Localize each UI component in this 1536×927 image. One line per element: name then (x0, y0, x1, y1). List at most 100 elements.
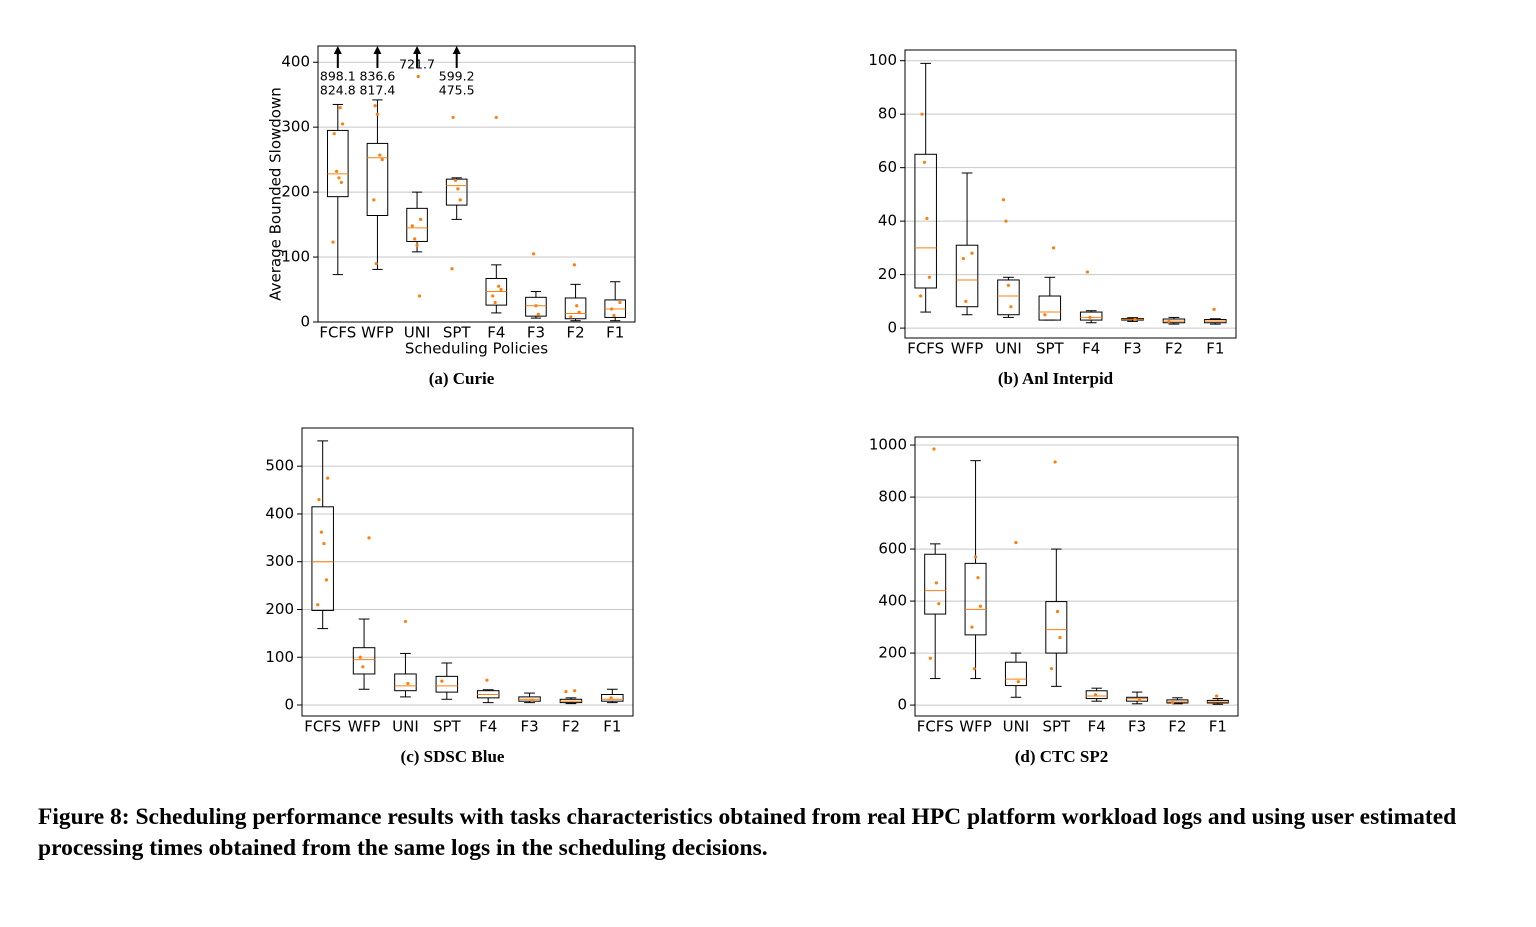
data-point (417, 294, 422, 298)
data-point (494, 115, 498, 120)
subfigure-caption: (a) Curie (429, 369, 495, 388)
x-tick-label: WFP (951, 340, 984, 358)
x-tick-label: F1 (1206, 340, 1224, 358)
data-point (973, 555, 978, 559)
y-tick-label: 400 (878, 592, 907, 610)
box (997, 279, 1020, 316)
data-point (1133, 317, 1137, 322)
data-point (403, 619, 408, 624)
box (1045, 601, 1068, 654)
x-tick-label: F1 (603, 718, 621, 736)
data-point (324, 578, 329, 582)
data-point (326, 476, 330, 480)
data-point (406, 681, 410, 686)
data-point (493, 300, 497, 305)
data-point (1215, 694, 1219, 698)
x-tick-label: FCFS (319, 324, 356, 342)
data-point (964, 299, 968, 303)
data-point (1088, 315, 1092, 320)
data-point (373, 104, 377, 108)
data-point (450, 267, 454, 271)
data-point (961, 256, 965, 261)
data-point (339, 180, 343, 184)
offscale-label: 836.6 (360, 69, 396, 84)
y-tick-label: 100 (281, 248, 310, 266)
x-tick-label: F4 (487, 324, 505, 342)
box (352, 647, 376, 675)
offscale-label: 599.2 (439, 69, 475, 84)
data-point (1093, 693, 1098, 697)
box (366, 142, 389, 216)
data-point (1085, 270, 1090, 274)
data-point (612, 313, 616, 318)
x-tick-label: F3 (1123, 340, 1141, 358)
data-point (485, 678, 489, 682)
box (445, 178, 468, 206)
data-point (937, 602, 941, 606)
box (1085, 690, 1108, 700)
x-tick-label: WFP (959, 718, 992, 736)
y-tick-label: 800 (878, 488, 907, 506)
plot-frame (914, 436, 1239, 717)
x-tick-label: FCFS (917, 718, 954, 736)
box (914, 153, 937, 289)
data-point (453, 178, 458, 183)
data-point (331, 240, 335, 244)
data-point (1137, 698, 1142, 702)
data-point (372, 198, 376, 202)
subfigure-caption: (c) SDSC Blue (401, 747, 505, 766)
offscale-label: 817.4 (360, 83, 396, 98)
x-tick-label: SPT (1036, 340, 1065, 358)
data-point (609, 696, 613, 700)
offscale-arrowhead (452, 46, 461, 54)
data-point (358, 655, 362, 659)
x-tick-label: F2 (1168, 718, 1186, 736)
data-point (922, 160, 927, 164)
x-tick-label: FCFS (304, 718, 341, 736)
subfigure-caption: (b) Anl Interpid (998, 369, 1114, 388)
data-point (564, 690, 568, 694)
data-point (1043, 313, 1047, 317)
data-point (380, 158, 384, 162)
data-point (497, 284, 501, 288)
data-point (618, 300, 622, 305)
box (1038, 295, 1062, 321)
data-point (1009, 305, 1013, 309)
plot-frame (904, 49, 1237, 339)
data-point (415, 243, 419, 247)
figure-caption: Figure 8: Scheduling performance results… (38, 804, 1457, 861)
data-point (530, 698, 534, 702)
box (964, 562, 987, 636)
offscale-arrowhead (373, 46, 382, 54)
data-point (970, 625, 974, 629)
x-tick-label: WFP (361, 324, 394, 342)
x-tick-label: UNI (392, 718, 419, 736)
data-point (1167, 319, 1171, 324)
data-point (925, 216, 929, 221)
x-axis-label: Scheduling Policies (405, 340, 548, 358)
data-point (335, 169, 339, 173)
x-tick-label: F2 (566, 324, 584, 342)
data-point (458, 198, 462, 202)
figure: 0100200300400FCFS898.1824.8WFP836.6817.4… (265, 45, 1239, 766)
data-point (536, 312, 540, 316)
y-tick-label: 500 (265, 457, 294, 475)
data-point (340, 122, 345, 126)
offscale-arrowhead (413, 46, 422, 54)
x-tick-label: F2 (562, 718, 580, 736)
x-tick-label: F4 (1088, 718, 1106, 736)
data-point (1049, 667, 1054, 671)
data-point (928, 656, 932, 660)
data-point (534, 304, 538, 308)
data-point (978, 604, 983, 608)
x-tick-label: F3 (527, 324, 545, 342)
box (1079, 311, 1103, 321)
data-point (1014, 540, 1018, 545)
data-point (1001, 198, 1006, 202)
data-point (419, 217, 423, 221)
box (525, 296, 547, 317)
offscale-arrowhead (333, 46, 342, 54)
x-tick-label: F3 (520, 718, 538, 736)
data-point (577, 310, 581, 314)
data-point (1170, 700, 1175, 705)
